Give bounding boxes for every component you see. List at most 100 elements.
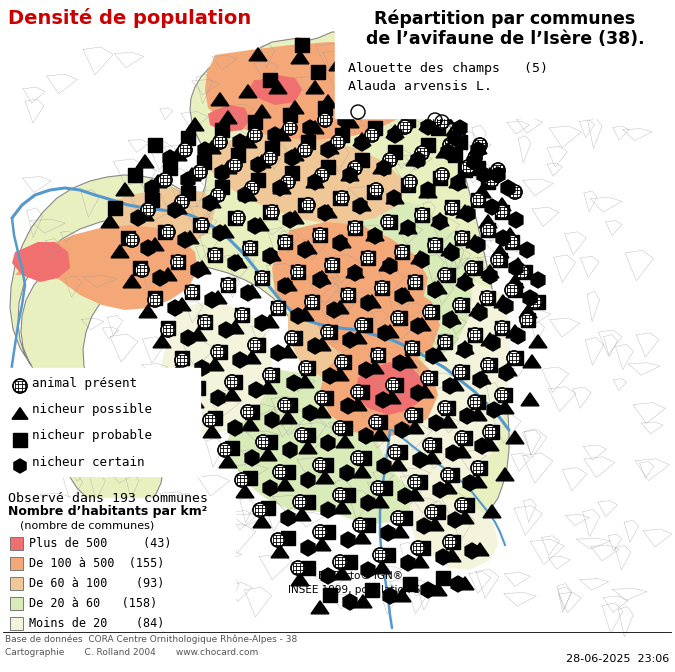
Circle shape xyxy=(299,361,313,375)
Polygon shape xyxy=(239,187,257,201)
Polygon shape xyxy=(263,248,277,264)
Bar xyxy=(248,115,262,129)
Circle shape xyxy=(466,262,478,274)
Polygon shape xyxy=(178,232,192,248)
Polygon shape xyxy=(215,165,229,181)
Circle shape xyxy=(446,202,458,214)
Circle shape xyxy=(249,339,261,351)
Polygon shape xyxy=(306,175,324,188)
Circle shape xyxy=(326,259,338,271)
Polygon shape xyxy=(111,245,129,258)
Bar xyxy=(348,221,362,235)
Circle shape xyxy=(159,174,171,185)
Text: Répartition par communes: Répartition par communes xyxy=(375,10,636,28)
Circle shape xyxy=(496,323,508,334)
Circle shape xyxy=(213,135,227,149)
Bar xyxy=(338,421,352,435)
Polygon shape xyxy=(139,305,157,318)
Bar xyxy=(393,311,407,325)
Bar xyxy=(378,481,392,495)
Bar xyxy=(431,505,445,519)
Circle shape xyxy=(495,205,509,219)
Circle shape xyxy=(244,243,256,254)
Bar xyxy=(271,301,285,315)
Circle shape xyxy=(249,129,261,140)
Bar xyxy=(521,313,535,327)
Polygon shape xyxy=(159,268,177,281)
Circle shape xyxy=(149,294,161,306)
Polygon shape xyxy=(153,335,171,348)
Bar xyxy=(365,583,379,597)
Bar xyxy=(333,191,347,205)
Bar xyxy=(367,185,381,199)
Circle shape xyxy=(509,186,520,198)
Text: BdCarto® IGN®: BdCarto® IGN® xyxy=(318,571,403,581)
Polygon shape xyxy=(211,93,229,106)
Polygon shape xyxy=(293,508,311,521)
Circle shape xyxy=(455,498,469,512)
Polygon shape xyxy=(12,408,28,419)
Circle shape xyxy=(386,378,400,392)
Circle shape xyxy=(439,336,451,347)
Circle shape xyxy=(435,168,449,182)
Circle shape xyxy=(242,407,254,418)
Polygon shape xyxy=(327,302,341,318)
Polygon shape xyxy=(286,148,304,161)
Circle shape xyxy=(253,503,267,517)
Circle shape xyxy=(439,269,451,281)
Circle shape xyxy=(491,163,505,177)
Bar xyxy=(405,341,419,355)
Bar xyxy=(408,408,422,422)
Circle shape xyxy=(471,193,485,207)
Circle shape xyxy=(445,201,459,215)
Bar xyxy=(505,235,519,249)
Circle shape xyxy=(318,113,332,127)
Polygon shape xyxy=(520,242,534,258)
Polygon shape xyxy=(341,168,359,181)
Circle shape xyxy=(515,265,529,279)
Polygon shape xyxy=(439,415,457,428)
Circle shape xyxy=(282,176,294,187)
Circle shape xyxy=(361,251,375,265)
Polygon shape xyxy=(329,58,347,71)
Circle shape xyxy=(469,396,481,408)
Polygon shape xyxy=(273,128,291,141)
Polygon shape xyxy=(229,255,247,268)
Polygon shape xyxy=(273,181,291,194)
Polygon shape xyxy=(279,345,297,358)
Polygon shape xyxy=(460,408,474,424)
Polygon shape xyxy=(285,150,299,166)
Polygon shape xyxy=(193,261,211,274)
Polygon shape xyxy=(169,201,187,214)
Circle shape xyxy=(428,238,442,252)
Circle shape xyxy=(369,415,383,429)
Polygon shape xyxy=(413,318,431,331)
Text: INSEE 1999, population SDC: INSEE 1999, population SDC xyxy=(288,585,436,595)
Polygon shape xyxy=(341,532,355,548)
Bar xyxy=(445,200,459,214)
Polygon shape xyxy=(321,502,335,518)
Polygon shape xyxy=(203,141,221,154)
Circle shape xyxy=(456,432,468,444)
Circle shape xyxy=(256,435,270,449)
Polygon shape xyxy=(368,228,382,244)
Circle shape xyxy=(438,268,452,282)
Circle shape xyxy=(193,165,207,179)
Circle shape xyxy=(285,331,299,345)
Polygon shape xyxy=(273,180,287,196)
Bar xyxy=(495,321,509,335)
Polygon shape xyxy=(433,482,447,498)
Circle shape xyxy=(396,246,408,258)
Circle shape xyxy=(14,380,26,392)
Bar xyxy=(383,215,397,229)
Circle shape xyxy=(372,349,384,361)
Polygon shape xyxy=(149,175,167,188)
Polygon shape xyxy=(245,450,259,466)
Circle shape xyxy=(198,315,212,329)
Polygon shape xyxy=(366,228,384,241)
Polygon shape xyxy=(131,210,145,226)
Polygon shape xyxy=(311,601,329,614)
Polygon shape xyxy=(445,245,459,261)
Bar xyxy=(427,438,441,452)
Circle shape xyxy=(294,496,306,508)
